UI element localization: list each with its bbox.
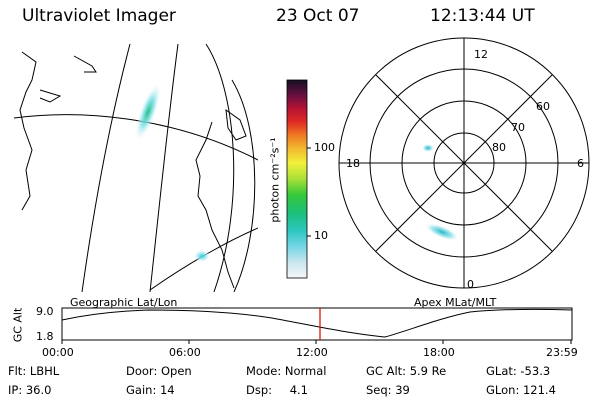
lon-line-a [81, 43, 131, 292]
coastline-island [225, 108, 247, 141]
lon-line-b [149, 43, 179, 292]
altitude-plot-frame [61, 307, 573, 341]
gain-label: Gain: [126, 383, 157, 397]
coastline-northwest [73, 55, 97, 73]
altitude-ylabel: GC Alt [11, 307, 25, 343]
colorbar-gradient [286, 79, 308, 279]
polar-axis-diagonal-b [375, 74, 553, 252]
glat-value: -53.3 [520, 364, 551, 378]
aurora-patch-polar-2 [422, 144, 434, 152]
gc-alt-label: GC Alt: [366, 364, 407, 378]
lon-line-c [205, 43, 235, 292]
lat-label-70: 70 [511, 121, 525, 134]
aurora-patch-polar-1 [425, 223, 459, 241]
filter-readout: Flt: LBHL [8, 364, 59, 378]
coastline-inlet [39, 89, 62, 103]
ip-label: IP: [8, 383, 23, 397]
door-readout: Door: Open [126, 364, 192, 378]
mode-readout: Mode: Normal [246, 364, 326, 378]
x-tick-label-0000: 00:00 [42, 346, 74, 359]
lat-line-a [14, 114, 258, 161]
mode-value: Normal [284, 364, 327, 378]
mlt-label-0: 0 [467, 278, 474, 291]
mlt-label-6: 6 [577, 157, 584, 170]
glon-label: GLon: [486, 383, 520, 397]
app-title: Ultraviolet Imager [22, 6, 176, 26]
dsp-readout: Dsp: 4.1 [246, 383, 308, 397]
ip-value: 36.0 [25, 383, 52, 397]
filter-label: Flt: [8, 364, 27, 378]
colorbar-tick-label-10: 10 [314, 229, 328, 242]
dsp-label: Dsp: [246, 383, 273, 397]
seq-value: 39 [395, 383, 410, 397]
mlt-label-12: 12 [474, 48, 488, 61]
altitude-ymax: 9.0 [36, 305, 54, 318]
coastline-east [195, 121, 235, 289]
x-tick-label-0600: 06:00 [169, 346, 201, 359]
gc-alt-value: 5.9 Re [409, 364, 447, 378]
door-label: Door: [126, 364, 158, 378]
x-tick-label-1800: 18:00 [423, 346, 455, 359]
lat-label-60: 60 [536, 100, 550, 113]
gain-value: 14 [159, 383, 175, 397]
mlt-label-18: 18 [346, 157, 360, 170]
dsp-value: 4.1 [289, 383, 308, 397]
altitude-ymin: 1.8 [36, 330, 54, 343]
gain-readout: Gain: 14 [126, 383, 175, 397]
colorbar-tick-label-100: 100 [314, 141, 335, 154]
aurora-patch-geo-1 [135, 83, 161, 141]
x-tick-label-2359: 23:59 [546, 346, 578, 359]
date-label: 23 Oct 07 [276, 6, 360, 26]
geographic-map-label: Geographic Lat/Lon [70, 296, 178, 309]
filter-value: LBHL [29, 364, 60, 378]
seq-readout: Seq: 39 [366, 383, 410, 397]
seq-label: Seq: [366, 383, 392, 397]
glon-value: 121.4 [522, 383, 556, 397]
aurora-patch-geo-2 [194, 250, 210, 262]
glat-label: GLat: [486, 364, 517, 378]
glon-readout: GLon: 121.4 [486, 383, 556, 397]
mode-label: Mode: [246, 364, 282, 378]
lon-line-d [231, 79, 256, 292]
glat-readout: GLat: -53.3 [486, 364, 550, 378]
x-tick-label-1200: 12:00 [296, 346, 328, 359]
ip-readout: IP: 36.0 [8, 383, 51, 397]
door-value: Open [160, 364, 192, 378]
coastline-west [19, 51, 37, 211]
gc-alt-readout: GC Alt: 5.9 Re [366, 364, 446, 378]
time-label: 12:13:44 UT [430, 6, 535, 26]
polar-map-label: Apex MLat/MLT [414, 296, 497, 309]
altitude-curve [61, 308, 573, 338]
lat-label-80: 80 [492, 141, 506, 154]
